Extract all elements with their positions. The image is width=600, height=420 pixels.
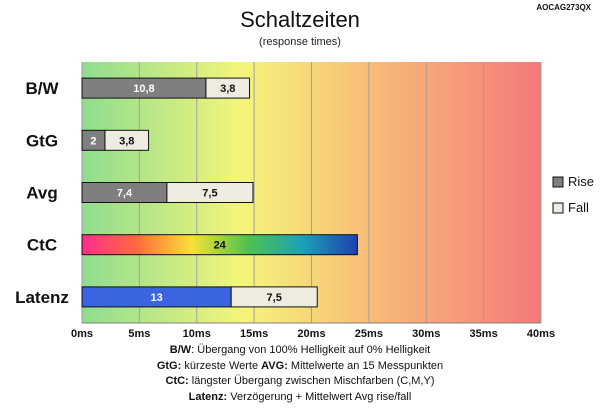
category-label: Latenz	[15, 288, 69, 307]
bar-segment	[104, 129, 150, 151]
footnote-line: GtG: kürzeste Werte AVG: Mittelwerte an …	[157, 360, 443, 372]
bar-value-label: 10,8	[133, 83, 154, 95]
x-tick-label: 5ms	[128, 328, 150, 340]
x-tick-label: 20ms	[297, 328, 325, 340]
legend-label: Rise	[568, 174, 594, 189]
x-tick-label: 25ms	[355, 328, 383, 340]
bar-value-label: 13	[150, 292, 162, 304]
category-label: Avg	[26, 184, 58, 203]
x-tick-label: 0ms	[71, 328, 93, 340]
bar-value-label: 3,8	[220, 83, 235, 95]
footnote-term: CtC:	[166, 375, 189, 387]
bar-value-label: 7,4	[117, 188, 133, 200]
bar-value-label: 3,8	[119, 135, 134, 147]
footnote-text: Verzögerung + Mittelwert Avg rise/fall	[227, 391, 411, 403]
model-code: AOCAG273QX	[536, 3, 591, 12]
category-label: GtG	[26, 131, 58, 150]
legend-swatch	[552, 176, 564, 188]
footnote-text: : Übergang von 100% Helligkeit auf 0% He…	[191, 344, 430, 356]
x-tick-label: 15ms	[240, 328, 268, 340]
chart-subtitle: (response times)	[259, 36, 341, 48]
bar-segment	[205, 77, 251, 99]
footnotes: B/W: Übergang von 100% Helligkeit auf 0%…	[157, 344, 443, 403]
footnote-term: Latenz:	[189, 391, 228, 403]
bar-value-label: 7,5	[202, 188, 217, 200]
x-tick-label: 35ms	[470, 328, 498, 340]
x-tick-label: 30ms	[412, 328, 440, 340]
footnote-line: CtC: längster Übergang zwischen Mischfar…	[166, 375, 435, 387]
bar-segment	[230, 286, 318, 308]
category-labels: B/W GtG Avg CtC Latenz	[15, 79, 69, 307]
footnote-line: B/W: Übergang von 100% Helligkeit auf 0%…	[170, 344, 430, 356]
footnote-line: Latenz: Verzögerung + Mittelwert Avg ris…	[189, 391, 412, 403]
bar-value-label: 24	[214, 240, 227, 252]
legend-swatch	[552, 202, 564, 214]
x-axis-ticks: 0ms 5ms 10ms 15ms 20ms 25ms 30ms 35ms 40ms	[71, 328, 555, 340]
chart-title: Schaltzeiten	[240, 7, 360, 32]
footnote-term: B/W	[170, 344, 192, 356]
bar-value-label: 2	[90, 135, 96, 147]
x-tick-label: 40ms	[527, 328, 555, 340]
x-tick-label: 10ms	[183, 328, 211, 340]
legend-label: Fall	[568, 200, 589, 215]
bar-value-label: 7,5	[267, 292, 282, 304]
footnote-text: kürzeste Werte	[181, 360, 258, 372]
bar-segment	[166, 182, 254, 203]
footnote-term: GtG:	[157, 360, 181, 372]
footnote-term: AVG:	[261, 360, 288, 372]
legend: Rise Fall	[552, 174, 594, 215]
bar-segment	[81, 234, 358, 256]
bars-group: 10,8 3,8 2 3,8 7,4 7,5 24 13 7,5	[81, 77, 358, 308]
category-label: B/W	[25, 79, 59, 98]
footnote-text: Mittelwerte an 15 Messpunkten	[288, 360, 443, 372]
footnote-text: längster Übergang zwischen Mischfarben (…	[189, 375, 435, 387]
category-label: CtC	[27, 236, 57, 255]
